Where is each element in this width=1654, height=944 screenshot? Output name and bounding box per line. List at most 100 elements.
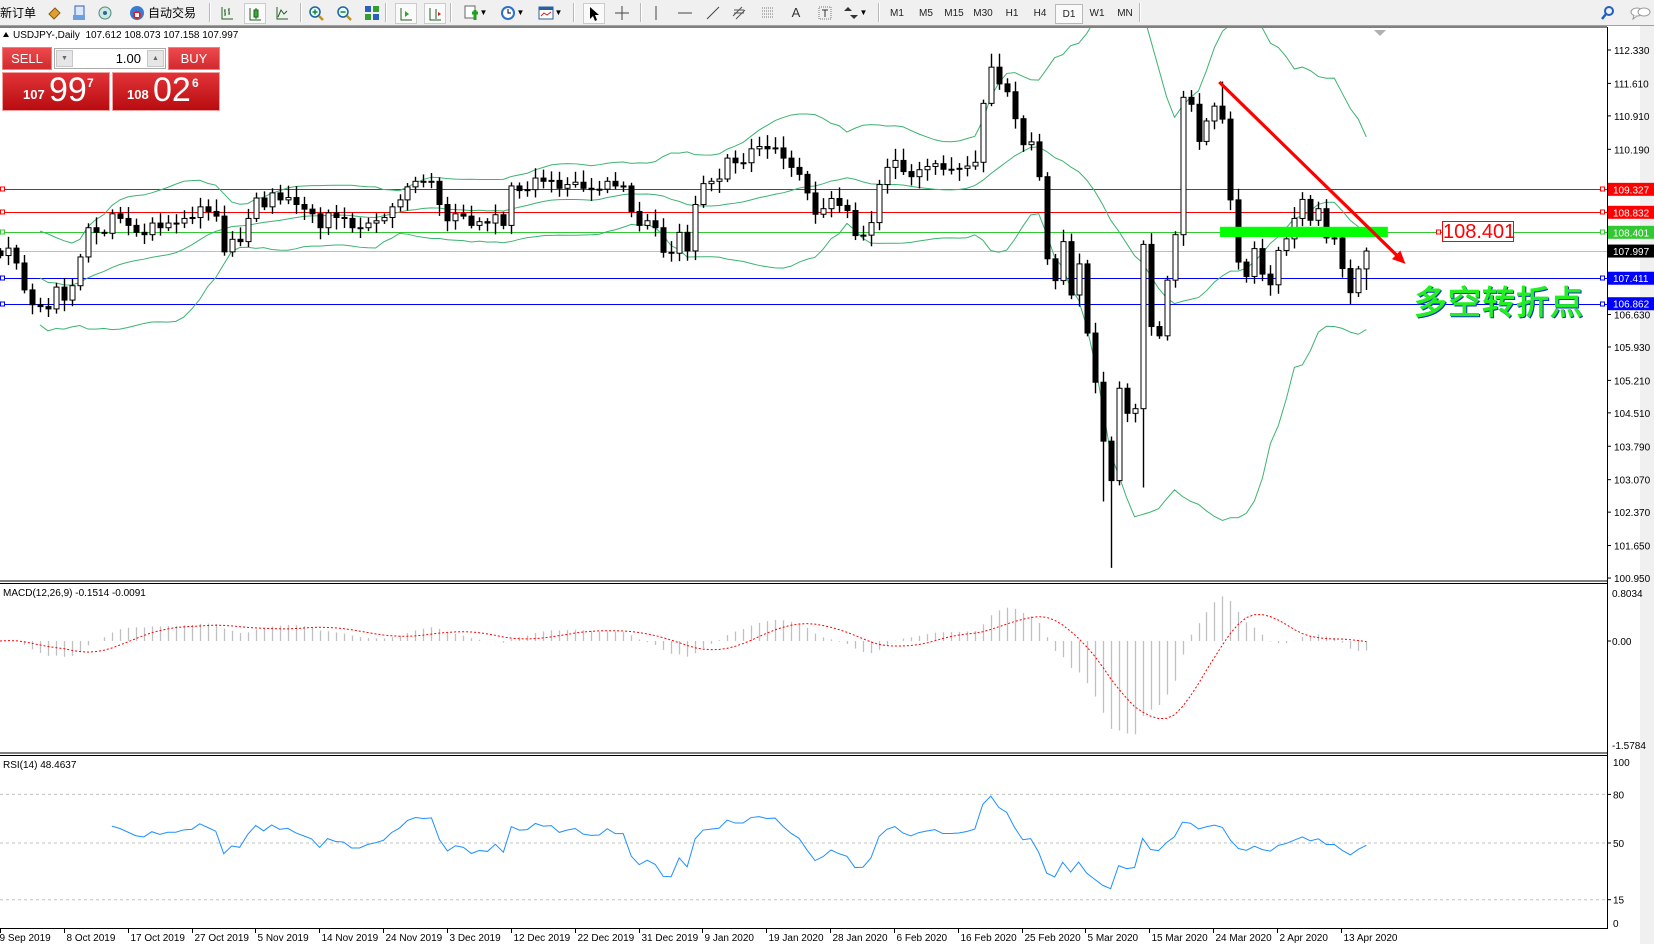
- timeframe-h4[interactable]: H4: [1033, 7, 1047, 19]
- templates-menu[interactable]: ▼: [535, 3, 565, 22]
- price-tick-label: 111.610: [1614, 79, 1649, 90]
- timeframe-m1[interactable]: M1: [890, 7, 904, 19]
- timeframe-m30[interactable]: M30: [973, 7, 993, 19]
- candle: [173, 214, 180, 234]
- indicators-menu[interactable]: ▼: [460, 3, 490, 22]
- vertical-line-icon[interactable]: [646, 3, 666, 22]
- rsi-tick-label: 100: [1613, 758, 1630, 769]
- auto-trading-button[interactable]: 自动交易: [126, 3, 198, 22]
- cursor-icon[interactable]: [583, 3, 605, 24]
- macd-title: MACD(12,26,9): [3, 588, 72, 599]
- candle: [532, 168, 539, 198]
- price-line-label: 107.997: [1613, 247, 1650, 258]
- data-window-icon[interactable]: [69, 3, 89, 22]
- chat-icon[interactable]: [1628, 3, 1652, 22]
- timeframe-m15[interactable]: M15: [944, 7, 964, 19]
- candle: [253, 192, 260, 223]
- periods-menu[interactable]: ▼: [497, 3, 527, 22]
- zoom-out-icon[interactable]: [334, 3, 354, 22]
- candle: [93, 217, 100, 245]
- buy-price-button[interactable]: 108 02 6: [112, 71, 220, 111]
- crosshair-icon[interactable]: [612, 3, 632, 22]
- bullish-candle-body: [1140, 243, 1147, 410]
- buy-button[interactable]: BUY: [168, 47, 220, 70]
- line-chart-icon[interactable]: [272, 3, 292, 22]
- line-handle-icon: [1600, 301, 1605, 307]
- zoom-in-icon[interactable]: [306, 3, 326, 22]
- bollinger-upper-band: [39, 28, 1367, 244]
- date-label: 9 Jan 2020: [705, 933, 755, 944]
- candle: [940, 155, 947, 176]
- bearish-candle-body: [205, 206, 212, 212]
- candle: [5, 236, 12, 266]
- candle: [828, 191, 835, 218]
- bearish-candle-body: [1108, 440, 1115, 482]
- candle: [77, 253, 84, 291]
- bullish-candle-body: [772, 147, 779, 150]
- text-label-icon[interactable]: [815, 3, 835, 22]
- candle: [676, 223, 683, 262]
- timeframe-h1[interactable]: H1: [1005, 7, 1019, 19]
- candle: [213, 199, 220, 222]
- candle: [1347, 259, 1354, 304]
- horizontal-line-icon[interactable]: [675, 3, 695, 22]
- equidistant-channel-icon[interactable]: [730, 3, 750, 22]
- auto-scroll-icon[interactable]: [395, 3, 417, 24]
- template-icon: [538, 6, 554, 19]
- macd-legend: MACD(12,26,9) -0.1514 -0.0091: [3, 588, 146, 599]
- candle: [692, 195, 699, 261]
- fibonacci-icon[interactable]: [758, 3, 778, 22]
- arrows-menu[interactable]: ▼: [840, 3, 870, 22]
- market-watch-icon[interactable]: [44, 3, 64, 22]
- candle: [428, 173, 435, 189]
- level-price-label[interactable]: 108.401: [1442, 221, 1516, 243]
- bar-chart-icon[interactable]: [217, 3, 237, 22]
- new-order-button[interactable]: 新订单: [0, 3, 36, 22]
- line-handle-icon: [0, 229, 5, 235]
- candle: [197, 197, 204, 229]
- candle: [1355, 265, 1362, 297]
- bullish-candle-body: [85, 227, 92, 258]
- candle: [1132, 403, 1139, 423]
- bearish-candle-body: [37, 304, 44, 308]
- toolbar-separator: [640, 3, 642, 22]
- price-line-label-bg: [1608, 271, 1654, 285]
- timeframe-d1[interactable]: D1: [1055, 4, 1083, 24]
- text-icon[interactable]: A: [791, 5, 801, 20]
- candle: [0, 248, 4, 259]
- timeframe-m5[interactable]: M5: [919, 7, 933, 19]
- candle: [1188, 90, 1195, 112]
- chart-shift-marker-icon[interactable]: [1374, 30, 1386, 36]
- sell-price-button[interactable]: 107 99 7: [2, 71, 110, 111]
- candle: [660, 218, 667, 258]
- search-icon[interactable]: [1598, 3, 1618, 22]
- lot-size-input[interactable]: 1.00: [115, 51, 141, 66]
- timeframe-mn[interactable]: MN: [1117, 7, 1133, 19]
- lot-decrease-icon[interactable]: ▼: [56, 50, 73, 67]
- candle: [724, 154, 731, 183]
- lot-increase-icon[interactable]: ▲: [147, 50, 164, 67]
- candle: [1092, 322, 1099, 394]
- bearish-candle-body: [444, 204, 451, 222]
- timeframe-w1[interactable]: W1: [1089, 7, 1105, 19]
- bullish-candle-body: [173, 222, 180, 225]
- bearish-candle-body: [29, 289, 36, 306]
- candle: [516, 182, 523, 199]
- collapse-triangle-icon[interactable]: [3, 32, 9, 37]
- candle: [21, 255, 28, 294]
- candle: [1172, 231, 1179, 288]
- sell-button[interactable]: SELL: [2, 47, 52, 70]
- candle: [1116, 381, 1123, 486]
- turning-point-text[interactable]: 多空转折点: [1414, 284, 1584, 321]
- trendline-icon[interactable]: [703, 3, 723, 22]
- chart-shift-icon[interactable]: [424, 3, 446, 24]
- candle: [357, 217, 364, 239]
- bearish-candle-body: [1323, 208, 1330, 239]
- bullish-candle-body: [253, 197, 260, 219]
- bullish-candle-body: [1172, 234, 1179, 281]
- navigator-icon[interactable]: [95, 3, 115, 22]
- lot-size-stepper[interactable]: ▼ 1.00 ▲: [54, 48, 166, 69]
- tile-windows-icon[interactable]: [362, 3, 382, 22]
- candlestick-chart-icon[interactable]: [244, 3, 266, 24]
